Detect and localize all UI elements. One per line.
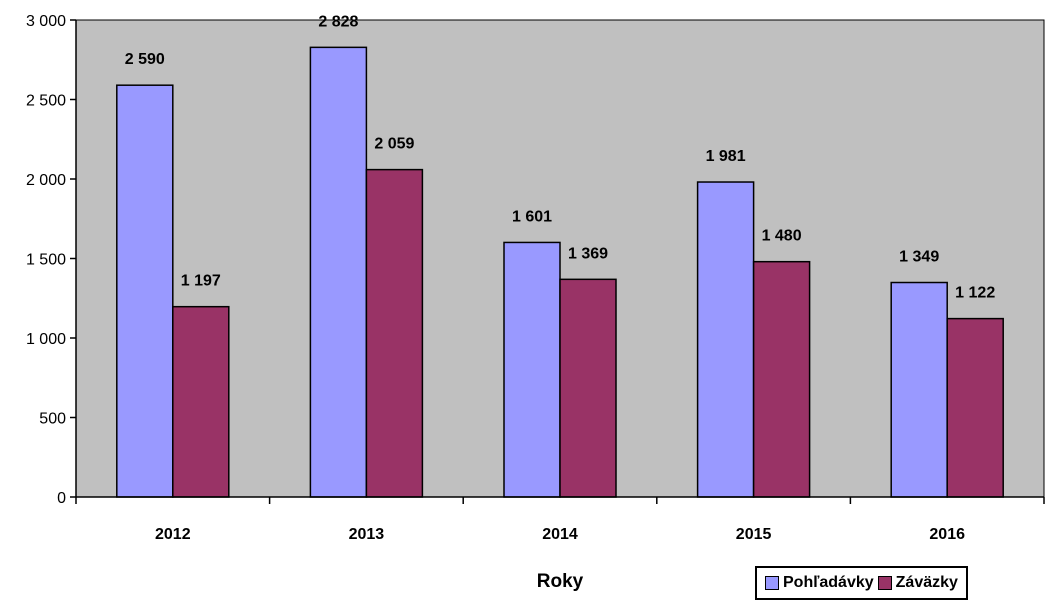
bar-pohladavky-2016 bbox=[890, 281, 948, 498]
legend-label-pohladavky: Pohľadávky bbox=[783, 574, 874, 591]
y-tick-label-0: 0 bbox=[57, 490, 66, 507]
x-tick-label-2015: 2015 bbox=[736, 526, 772, 543]
axes-layer bbox=[70, 19, 1045, 504]
x-axis-title: Roky bbox=[537, 571, 584, 592]
legend-swatch-zavazky bbox=[877, 576, 892, 590]
data-label-pohladavky-2012: 2 590 bbox=[125, 51, 165, 68]
legend-item-pohladavky: Pohľadávky bbox=[765, 574, 874, 592]
legend-item-zavazky: Záväzky bbox=[877, 574, 958, 592]
x-tick-label-2014: 2014 bbox=[542, 526, 578, 543]
bar-zavazky-2012 bbox=[172, 305, 230, 498]
data-label-pohladavky-2015: 1 981 bbox=[706, 148, 746, 165]
data-label-zavazky-2016: 1 122 bbox=[955, 285, 995, 302]
bar-pohladavky-2014 bbox=[503, 241, 561, 498]
y-tick-label-3000: 3 000 bbox=[26, 13, 66, 30]
y-tick-label-2000: 2 000 bbox=[26, 172, 66, 189]
y-tick-label-1500: 1 500 bbox=[26, 252, 66, 269]
bar-pohladavky-2012 bbox=[116, 84, 174, 498]
legend-swatch-pohladavky bbox=[765, 576, 779, 590]
data-label-pohladavky-2013: 2 828 bbox=[318, 13, 358, 30]
data-label-zavazky-2012: 1 197 bbox=[181, 273, 221, 290]
bars-layer bbox=[116, 46, 1004, 498]
x-tick-label-2012: 2012 bbox=[155, 526, 191, 543]
x-tick-label-2016: 2016 bbox=[929, 526, 965, 543]
data-label-zavazky-2015: 1 480 bbox=[762, 228, 802, 245]
legend-label-zavazky: Záväzky bbox=[895, 574, 958, 591]
bar-zavazky-2015 bbox=[752, 260, 811, 498]
labels-layer: 2 590 1 197 2012 2 828 2 059 2013 1 601 1 369 20… bbox=[26, 13, 995, 543]
data-label-pohladavky-2014: 1 601 bbox=[512, 208, 552, 225]
data-label-zavazky-2014: 1 369 bbox=[568, 245, 608, 262]
data-label-pohladavky-2016: 1 349 bbox=[899, 249, 939, 266]
x-tick-label-2013: 2013 bbox=[349, 526, 385, 543]
bar-zavazky-2014 bbox=[559, 278, 617, 498]
y-tick-label-1000: 1 000 bbox=[26, 331, 66, 348]
bar-zavazky-2016 bbox=[946, 317, 1004, 498]
y-tick-label-2500: 2 500 bbox=[26, 93, 66, 110]
bar-pohladavky-2013 bbox=[309, 46, 368, 498]
data-label-zavazky-2013: 2 059 bbox=[374, 136, 414, 153]
bar-pohladavky-2015 bbox=[696, 181, 755, 498]
legend: Pohľadávky Záväzky bbox=[755, 566, 968, 600]
bar-zavazky-2013 bbox=[365, 168, 424, 498]
y-tick-label-500: 500 bbox=[39, 411, 66, 428]
